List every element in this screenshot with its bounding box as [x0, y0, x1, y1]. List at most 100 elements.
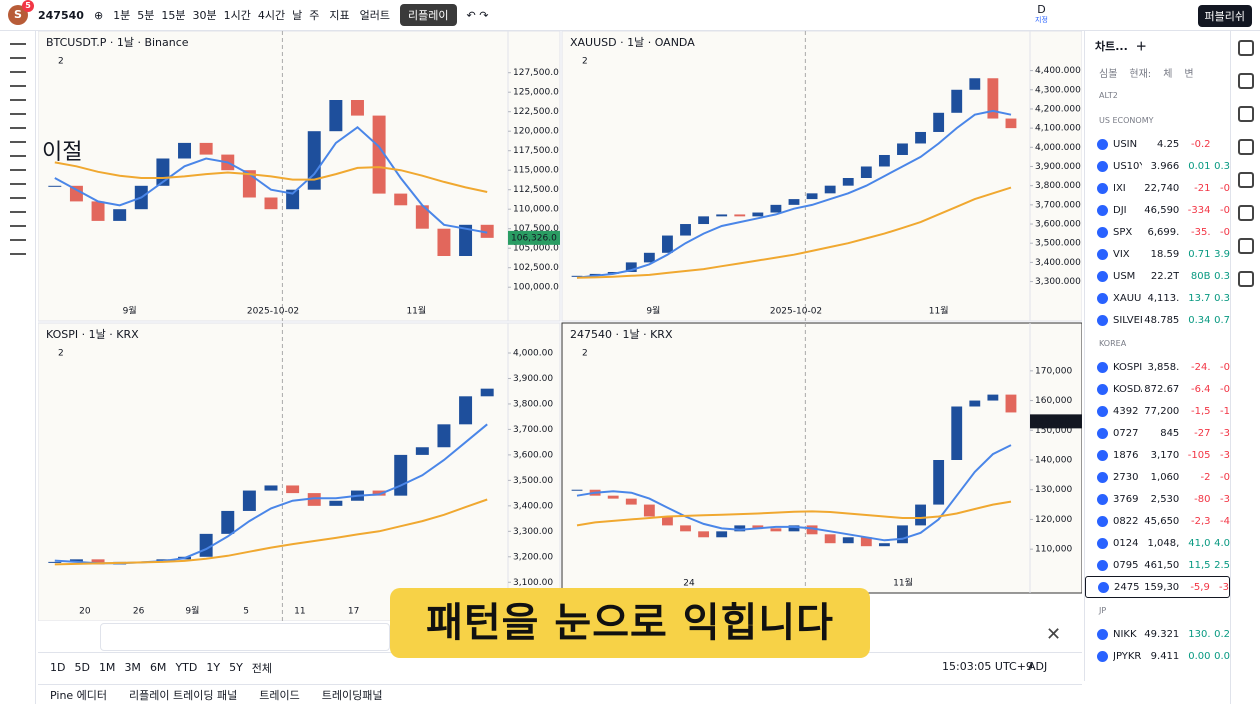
y-tick-label: 3,700.00 [513, 425, 553, 435]
interval[interactable]: 4시간 [257, 9, 286, 22]
tab[interactable]: 리플레이 트레이딩 패널 [129, 688, 238, 702]
tab[interactable]: 트레이딩패널 [321, 688, 383, 702]
close[interactable]: ✕ [1046, 624, 1062, 645]
x-tick-label: 17 [348, 607, 359, 617]
interval[interactable]: 1분 [113, 9, 131, 22]
watch-row[interactable]: XAUUS 4,113. 13.70.3 [1085, 287, 1230, 309]
watch-row[interactable]: 2730 1,060 -2 -0 [1085, 466, 1230, 488]
period[interactable]: D 지정 [1035, 4, 1048, 26]
interval[interactable]: 15분 [161, 9, 186, 22]
range[interactable]: 6M [149, 661, 167, 674]
x-tick-label: 5 [243, 607, 249, 617]
undo[interactable]: ↶ ↷ [466, 8, 489, 22]
watch-row[interactable]: 0727 845 -27 -3 [1085, 422, 1230, 444]
watch-row[interactable]: 3769 2,530 -80 -3 [1085, 488, 1230, 510]
change: -105 [1187, 449, 1211, 461]
watch-row[interactable]: NIKK 49.321 130. 0.2 [1085, 623, 1230, 645]
publish[interactable]: 퍼블리쉬 [1197, 5, 1252, 27]
add-symbol[interactable]: ⊕ [93, 8, 104, 22]
candle [788, 525, 800, 532]
watch-row[interactable]: JPYKR 9.411 0.00 0.0 [1085, 645, 1230, 667]
candle [91, 201, 105, 221]
change: -27 [1194, 427, 1211, 439]
last: 46,590 [1144, 204, 1180, 216]
subtitle: 패턴을 눈으로 익힙니다 [390, 588, 870, 658]
adj[interactable]: ADJ [1028, 660, 1048, 673]
watch-row[interactable]: USM 22.2T 80B 0.3 [1085, 265, 1230, 287]
change: -2,3 [1190, 515, 1211, 527]
tab[interactable]: 트레이드 [259, 688, 300, 702]
column: 체 [1163, 68, 1173, 80]
watch-row[interactable]: SILVER48.785 0.340.7 [1085, 309, 1230, 331]
avatar-letter: S [14, 8, 22, 21]
interval[interactable]: 30분 [192, 9, 217, 22]
candle [987, 78, 999, 119]
candle [897, 143, 908, 155]
candle [698, 216, 710, 225]
watch-row[interactable]: 0124 1,048, 41,0 4.0 [1085, 532, 1230, 554]
watch-row[interactable]: 2475 159,30 -5,9 -3 [1085, 576, 1230, 598]
pane-badge: 2 [58, 349, 64, 359]
y-tick-label: 3,200.00 [513, 552, 553, 562]
symbol: 0795 [1113, 559, 1139, 571]
alert[interactable]: 얼러트 [359, 9, 391, 22]
watch-row[interactable]: IXI 22,740 -21 -0 [1085, 177, 1230, 199]
last: 4,113. [1147, 292, 1180, 304]
last-price-label: 153,000 [1033, 417, 1070, 427]
watch-row[interactable]: USIN 4.25 -0.2 [1085, 133, 1230, 155]
change: 0.71 [1188, 248, 1211, 260]
section: KOREA [1099, 339, 1127, 348]
change: 13.7 [1188, 292, 1211, 304]
last: 872.67 [1144, 383, 1180, 395]
candle [48, 185, 62, 187]
interval[interactable]: 날 [292, 9, 303, 22]
candle [860, 166, 872, 178]
range[interactable]: 1M [98, 661, 116, 674]
range[interactable]: 전체 [251, 661, 273, 675]
symbol[interactable]: 247540 [38, 8, 84, 22]
watch-row[interactable]: 0822 45,650 -2,3 -4 [1085, 510, 1230, 532]
range[interactable]: 1Y [206, 661, 221, 674]
range[interactable]: 1D [50, 661, 66, 674]
change-pct: 0.3 [1214, 292, 1230, 304]
watch-row[interactable]: US10Y 3.966 0.01 0.3 [1085, 155, 1230, 177]
range[interactable]: 3M [124, 661, 141, 674]
watch-row[interactable]: KOSDA872.67 -6.4 -0 [1085, 378, 1230, 400]
y-tick-label: 120,000.0 [513, 127, 559, 137]
last: 49.321 [1144, 628, 1180, 640]
watch-row[interactable]: 1876 3,170 -105 -3 [1085, 444, 1230, 466]
candle [842, 537, 854, 544]
interval[interactable]: 1시간 [223, 9, 251, 22]
candle [680, 224, 691, 236]
candle [69, 185, 83, 202]
replay[interactable]: 리플레이 [400, 4, 457, 26]
last-price-label: 106,326.0 [511, 233, 557, 243]
last: 4.25 [1157, 138, 1180, 150]
watch-row[interactable]: KOSPI 3,858. -24. -0 [1085, 356, 1230, 378]
change-pct: -4 [1220, 515, 1230, 527]
range[interactable]: YTD [175, 661, 198, 674]
candle [113, 209, 127, 221]
watch-row[interactable]: DJI 46,590 -334 -0 [1085, 199, 1230, 221]
range[interactable]: 5Y [229, 661, 243, 674]
watchlist-title[interactable]: 차트... [1095, 40, 1128, 53]
y-tick-label: 3,100.00 [513, 578, 553, 588]
notification-count: 5 [22, 0, 34, 12]
indicators[interactable]: 지표 [329, 9, 350, 22]
last: 1,060 [1150, 471, 1180, 483]
watch-row[interactable]: VIX 18.59 0.71 3.9 [1085, 243, 1230, 265]
candle [178, 142, 192, 159]
watch-row[interactable]: 0795 461,50 11,5 2.5 [1085, 554, 1230, 576]
watch-row[interactable]: SPX 6,699. -35. -0 [1085, 221, 1230, 243]
interval[interactable]: 주 [309, 9, 320, 22]
moving-average [576, 186, 1012, 279]
interval[interactable]: 5분 [137, 9, 155, 22]
tab[interactable]: Pine 에디터 [50, 688, 108, 702]
watch-row[interactable]: 4392 77,200 -1,5 -1 [1085, 400, 1230, 422]
x-tick-label: 11월 [929, 305, 949, 317]
x-tick-label: 2025-10-02 [247, 307, 299, 317]
range[interactable]: 5D [74, 661, 90, 674]
x-tick-label: 20 [79, 607, 91, 617]
candle [286, 189, 300, 210]
